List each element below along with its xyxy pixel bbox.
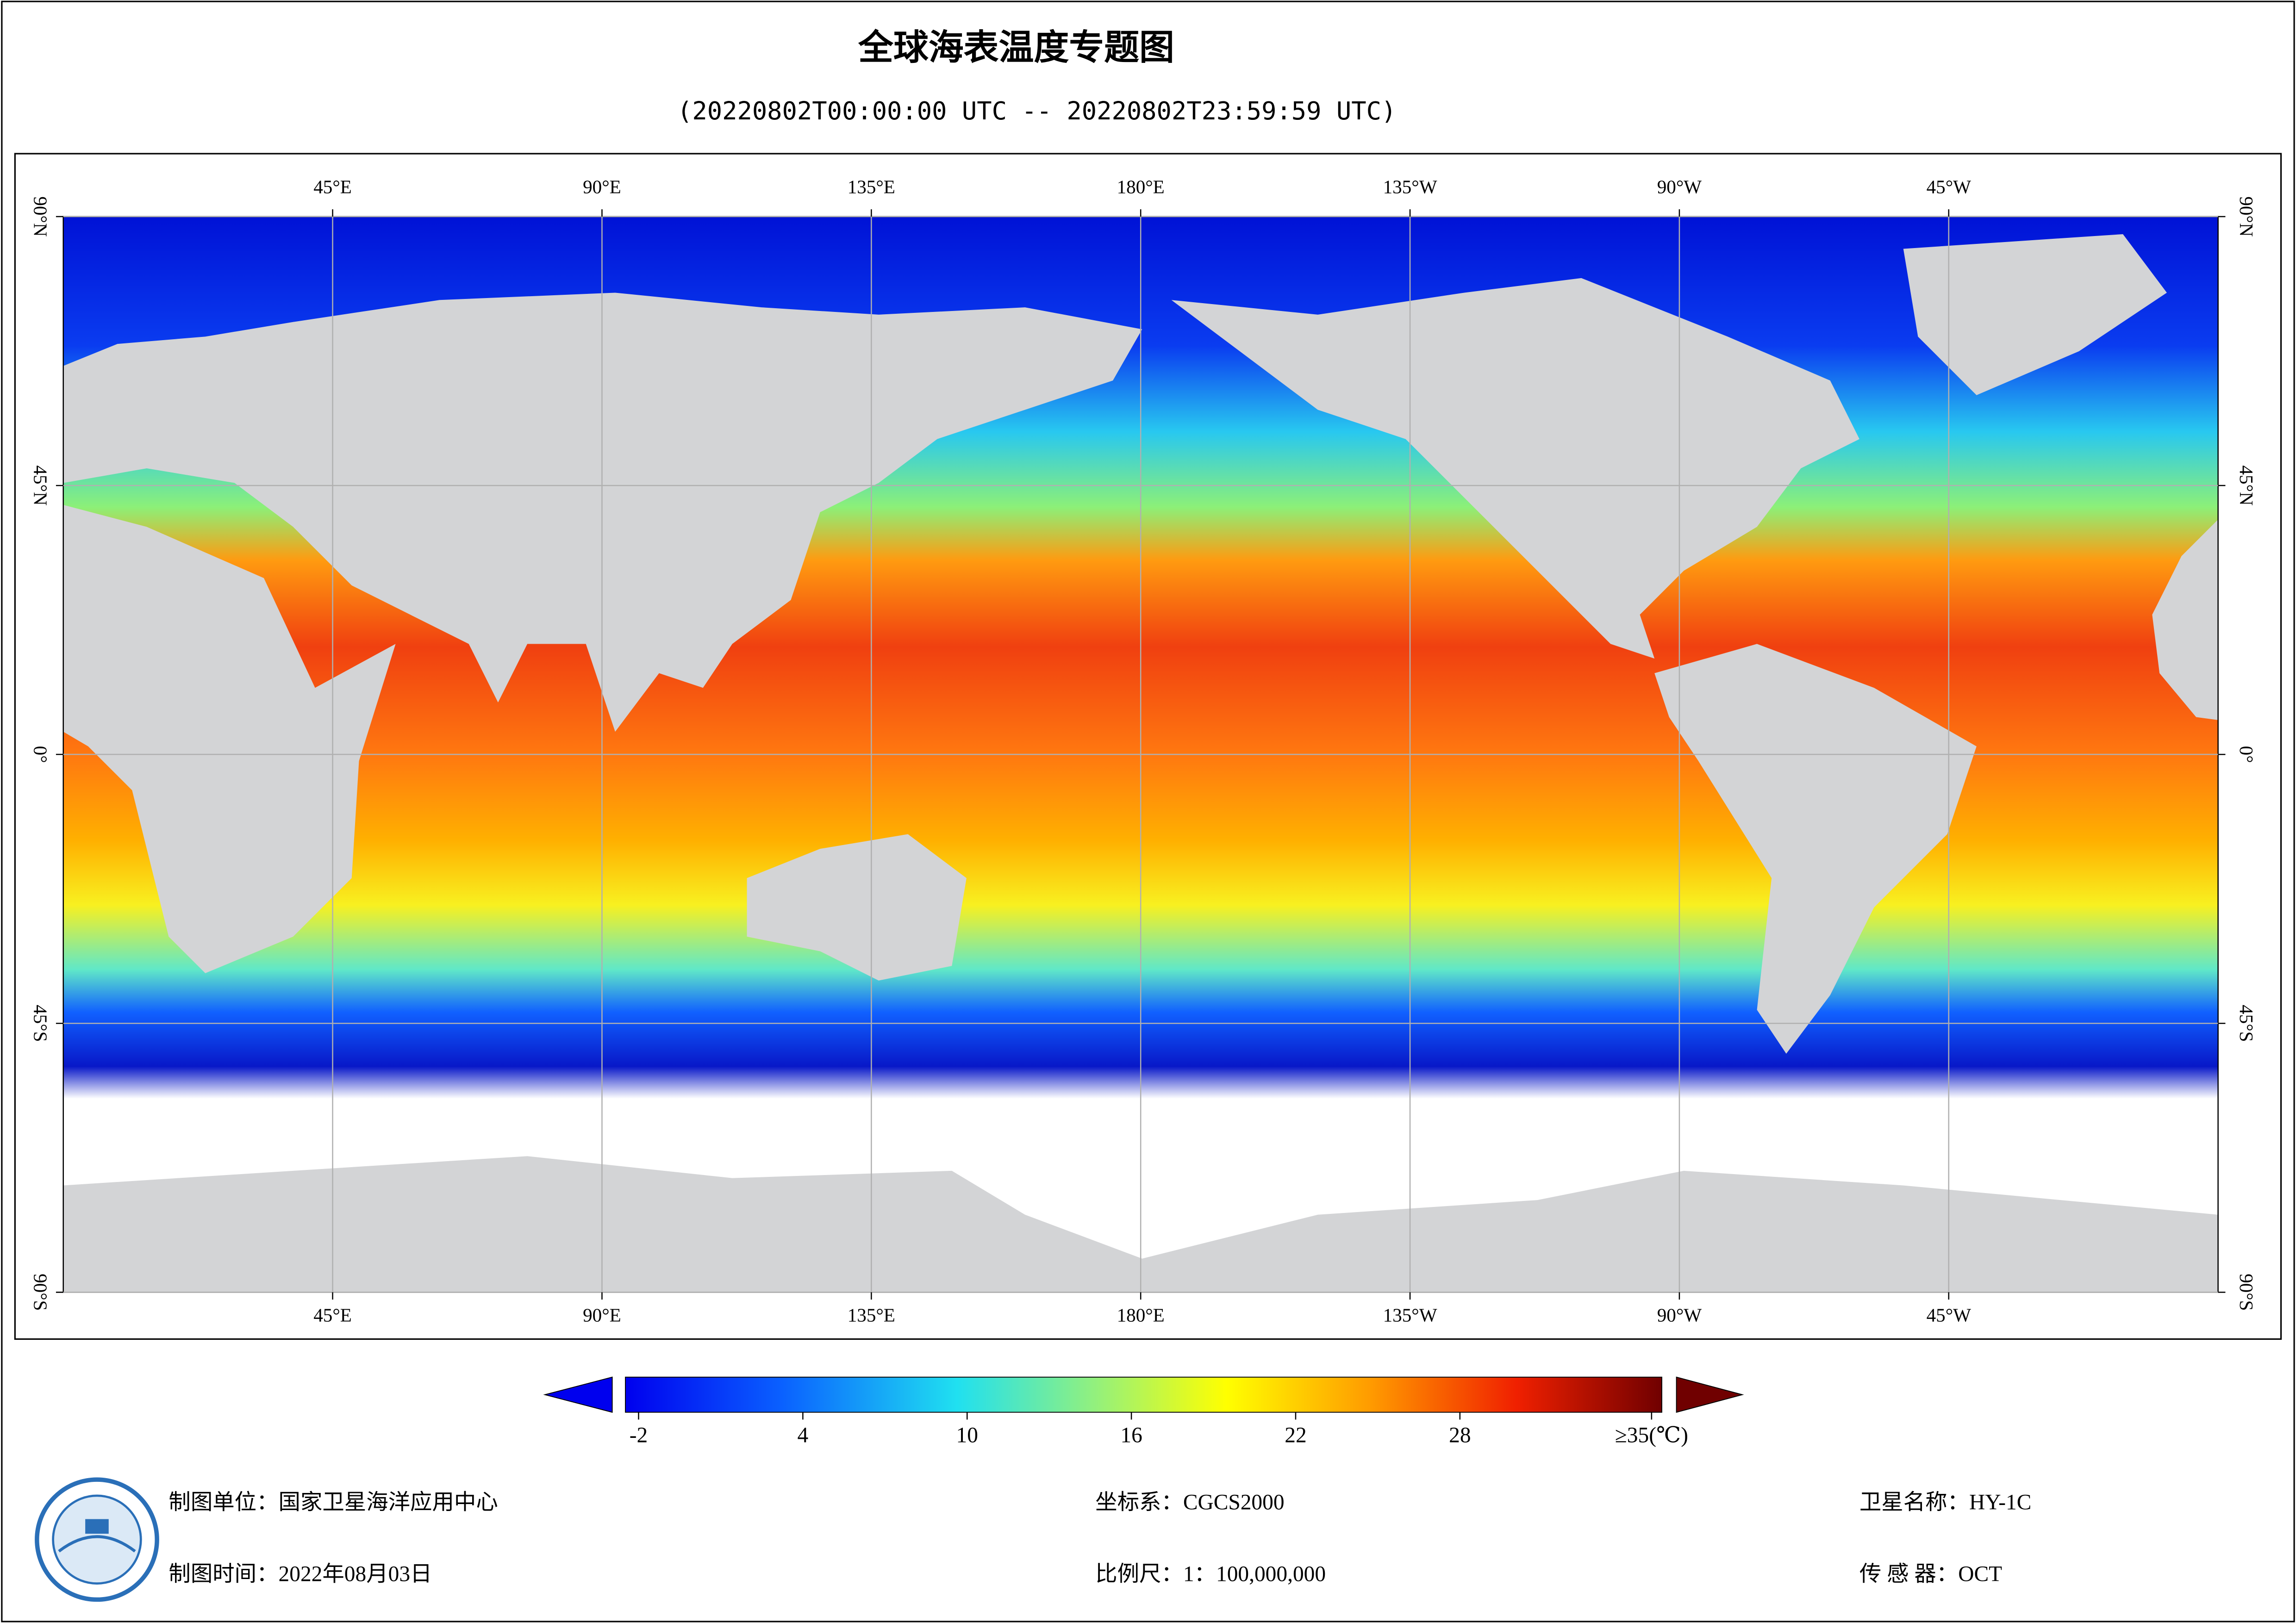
footer-satellite: 卫星名称：HY-1C (1859, 1491, 2031, 1515)
lon-tick-label: 135°E (848, 176, 895, 197)
map-title: 全球海表温度专题图 (858, 27, 1174, 68)
lon-tick-label: 45°E (313, 1305, 352, 1326)
map-subtitle: (20220802T00:00:00 UTC -- 20220802T23:59… (677, 96, 1396, 125)
lon-tick-label: 45°W (1927, 1305, 1972, 1326)
australia (747, 834, 967, 981)
lat-tick-label: 90°S (2236, 1274, 2257, 1311)
lat-tick-label: 0° (2236, 746, 2257, 763)
lon-tick-label: 90°W (1657, 176, 1702, 197)
lat-tick-label: 45°N (2236, 465, 2257, 505)
footer-crs: 坐标系：CGCS2000 (1095, 1491, 1284, 1515)
colorbar-tick-label: 10 (956, 1423, 978, 1447)
colorbar-tick-label: -2 (630, 1423, 648, 1447)
colorbar-tick-label: ≥35(℃) (1615, 1423, 1688, 1447)
footer-sensor: 传 感 器：OCT (1859, 1562, 2002, 1586)
colorbar-tick-label: 28 (1449, 1423, 1471, 1447)
colorbar-ramp (625, 1376, 1662, 1413)
lat-tick-label: 90°N (30, 196, 51, 236)
lat-tick-label: 45°S (2236, 1005, 2257, 1042)
lon-tick-label: 90°E (583, 176, 621, 197)
lat-tick-label: 45°N (30, 465, 51, 505)
colorbar: -2 4 10 16 22 28 ≥35(℃) (543, 1376, 1744, 1447)
lon-tick-label: 135°W (1383, 1305, 1437, 1326)
lat-tick-label: 90°S (30, 1274, 51, 1311)
footer-unit: 制图单位：国家卫星海洋应用中心 (168, 1491, 498, 1515)
lon-tick-label: 90°W (1657, 1305, 1702, 1326)
lat-tick-label: 45°S (30, 1005, 51, 1042)
lat-tick-label: 90°N (2236, 196, 2257, 236)
lon-tick-label: 135°E (848, 1305, 895, 1326)
lon-tick-label: 180°E (1117, 176, 1165, 197)
footer-scale: 比例尺：1：100,000,000 (1095, 1562, 1326, 1586)
colorbar-tick-label: 4 (798, 1423, 809, 1447)
logo (35, 1477, 159, 1602)
footer-date: 制图时间：2022年08月03日 (168, 1562, 432, 1586)
colorbar-tick-label: 22 (1285, 1423, 1306, 1447)
colorbar-tick-label: 16 (1120, 1423, 1142, 1447)
south-america (1654, 644, 1977, 1054)
lon-tick-label: 45°W (1927, 176, 1972, 197)
north-america (1171, 278, 1859, 659)
lat-tick-label: 0° (30, 746, 51, 763)
lon-tick-label: 180°E (1117, 1305, 1165, 1326)
colorbar-over-arrow (1676, 1376, 1744, 1413)
map-area (62, 216, 2219, 1293)
lon-tick-label: 90°E (583, 1305, 621, 1326)
greenland (1903, 234, 2167, 395)
map-frame (14, 153, 2282, 1340)
colorbar-under-arrow (543, 1376, 613, 1413)
lon-tick-label: 45°E (313, 176, 352, 197)
lon-tick-label: 135°W (1383, 176, 1437, 197)
africa (63, 504, 2218, 973)
